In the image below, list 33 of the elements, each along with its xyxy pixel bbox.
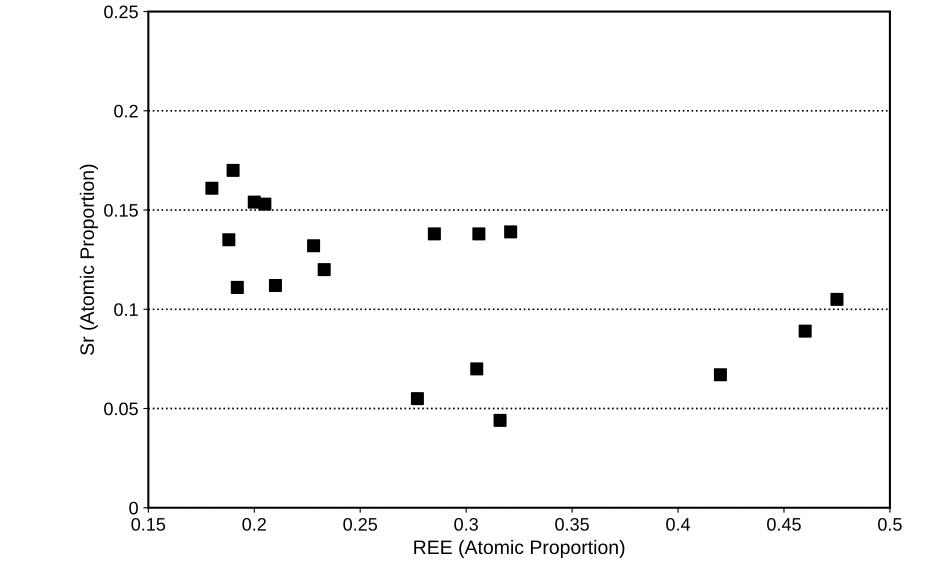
y-tick-label: 0 xyxy=(129,502,138,514)
point xyxy=(472,227,486,240)
x-tick-label: 0.45 xyxy=(767,518,801,531)
point xyxy=(268,278,282,292)
point xyxy=(307,239,320,252)
point xyxy=(222,233,236,246)
point xyxy=(428,227,441,240)
y-tick-label: 0.05 xyxy=(104,402,138,416)
point xyxy=(714,368,727,382)
point xyxy=(504,225,518,238)
x-tick-label: 0.25 xyxy=(343,518,378,531)
y-tick-label: 0.25 xyxy=(104,5,138,18)
x-tick-label: 0.15 xyxy=(131,518,166,531)
point xyxy=(830,292,844,306)
x-tick-label: 0.4 xyxy=(666,518,690,531)
y-tick-label: 0.1 xyxy=(114,303,138,316)
point xyxy=(410,392,424,406)
point xyxy=(318,263,331,276)
x-tick-label: 0.35 xyxy=(555,518,589,531)
x-axis-title: REE (Atomic Proportion) xyxy=(414,540,624,558)
point xyxy=(798,324,812,338)
point xyxy=(470,362,484,376)
point xyxy=(230,280,244,294)
x-tick-label: 0.5 xyxy=(878,518,902,531)
y-tick-label: 0.2 xyxy=(114,104,138,118)
point xyxy=(226,164,240,177)
y-axis-title: Sr (Atomic Proportion) xyxy=(80,164,98,355)
point xyxy=(205,182,218,195)
x-tick-label: 0.3 xyxy=(454,518,478,531)
point xyxy=(258,198,272,211)
x-tick-label: 0.2 xyxy=(242,518,266,531)
point xyxy=(494,414,507,427)
y-tick-label: 0.15 xyxy=(104,204,138,217)
